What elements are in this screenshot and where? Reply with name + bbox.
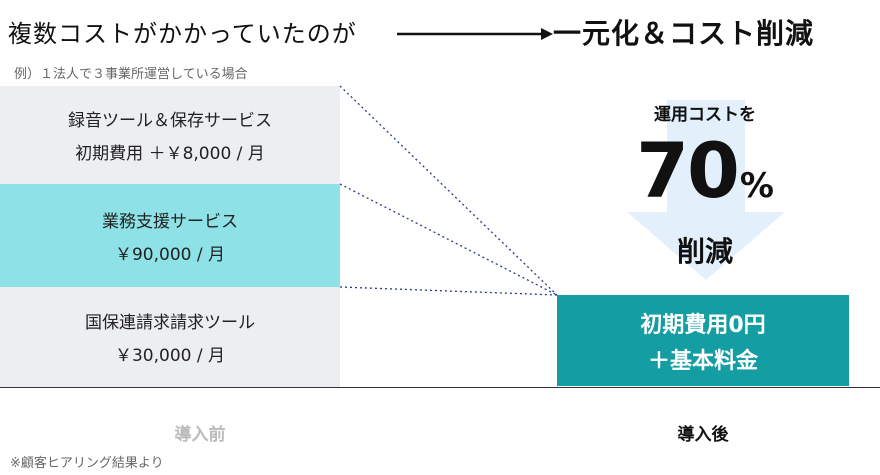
before-label: 導入前 [174,425,226,445]
title-arrow-icon [397,28,553,40]
reduction-number: 70 [636,126,740,215]
before-item-billing-tool: 国保連請求請求ツール ￥30,000 / 月 [0,287,340,387]
before-item-recording-tool: 録音ツール＆保存サービス 初期費用 ＋￥8,000 / 月 [0,86,340,184]
example-note: 例）１法人で３事業所運営している場合 [14,67,248,82]
title-before-text: 複数コストがかかっていたのが [8,20,357,48]
after-plan-initial-cost: 初期費用0円 [640,312,766,338]
before-item-label: 業務支援サービス [102,211,238,232]
after-plan-base-fee: ＋基本料金 [647,348,758,374]
baseline-divider [0,387,880,388]
before-item-price: ￥30,000 / 月 [114,346,226,366]
title-after-text: 一元化＆コスト削減 [553,17,815,50]
before-item-label: 録音ツール＆保存サービス [68,111,272,131]
reduction-value: 70% [615,126,795,215]
after-label: 導入後 [677,425,729,445]
before-item-support-service: 業務支援サービス ￥90,000 / 月 [0,184,340,287]
reduction-suffix: 削減 [676,235,733,268]
down-arrow-icon [627,100,785,280]
connector-line-top [339,85,558,296]
before-item-price: 初期費用 ＋￥8,000 / 月 [75,144,265,164]
before-item-price: ￥90,000 / 月 [114,244,226,265]
after-plan-box: 初期費用0円 ＋基本料金 [557,295,849,386]
footnote: ※顧客ヒアリング結果より [10,456,164,471]
reduction-prefix: 運用コストを [654,105,756,125]
connector-line-middle [339,183,558,296]
connector-line-bottom [339,286,558,296]
before-item-label: 国保連請求請求ツール [85,313,255,333]
reduction-unit: % [739,166,774,206]
